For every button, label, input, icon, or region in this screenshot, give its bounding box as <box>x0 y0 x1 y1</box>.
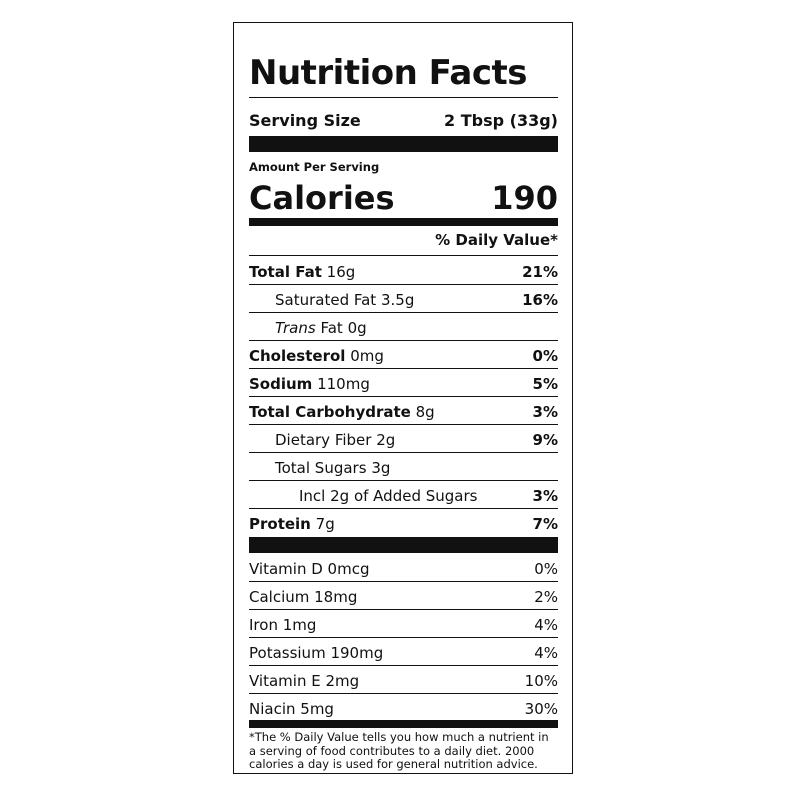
vitamin-row-vitamin-e: Vitamin E 2mg 10% <box>249 671 558 691</box>
divider <box>249 424 558 425</box>
vitamin-label: Calcium 18mg <box>249 588 358 606</box>
nutrient-dv: 21% <box>522 263 558 281</box>
vitamin-dv: 4% <box>534 644 558 662</box>
nutrition-label: Nutrition Facts Serving Size 2 Tbsp (33g… <box>233 22 573 774</box>
vitamin-label: Potassium 190mg <box>249 644 384 662</box>
vitamin-dv: 0% <box>534 560 558 578</box>
divider <box>249 312 558 313</box>
nutrient-name: Dietary Fiber <box>275 431 372 449</box>
vitamin-dv: 10% <box>524 672 558 690</box>
vitamin-dv: 30% <box>524 700 558 718</box>
label-content: Nutrition Facts Serving Size 2 Tbsp (33g… <box>249 23 558 773</box>
footnote: *The % Daily Value tells you how much a … <box>249 730 549 771</box>
nutrient-row-trans-fat: Trans Fat 0g <box>249 318 558 338</box>
divider <box>249 452 558 453</box>
vitamin-row-niacin: Niacin 5mg 30% <box>249 699 558 719</box>
vitamin-row-iron: Iron 1mg 4% <box>249 615 558 635</box>
nutrient-dv: 0% <box>532 347 558 365</box>
nutrient-amount: 3.5g <box>380 291 415 309</box>
nutrient-name: Sodium <box>249 375 313 393</box>
nutrient-name: Cholesterol <box>249 347 346 365</box>
nutrient-row-sodium: Sodium 110mg 5% <box>249 374 558 394</box>
vitamin-label: Vitamin D 0mcg <box>249 560 370 578</box>
divider <box>249 284 558 285</box>
nutrient-name: Fat <box>320 319 343 337</box>
medium-divider <box>249 720 558 728</box>
vitamin-label: Vitamin E 2mg <box>249 672 360 690</box>
nutrient-dv: 16% <box>522 291 558 309</box>
vitamin-dv: 2% <box>534 588 558 606</box>
nutrient-row-cholesterol: Cholesterol 0mg 0% <box>249 346 558 366</box>
nutrient-amount: 7g <box>315 515 335 533</box>
divider <box>249 665 558 666</box>
divider <box>249 637 558 638</box>
vitamin-label: Niacin 5mg <box>249 700 334 718</box>
nutrient-amount: 16g <box>326 263 356 281</box>
nutrient-name: Saturated Fat <box>275 291 377 309</box>
vitamin-label: Iron 1mg <box>249 616 317 634</box>
nutrient-row-dietary-fiber: Dietary Fiber 2g 9% <box>249 430 558 450</box>
nutrient-row-total-carbohydrate: Total Carbohydrate 8g 3% <box>249 402 558 422</box>
nutrient-row-protein: Protein 7g 7% <box>249 514 558 534</box>
divider <box>249 255 558 256</box>
divider <box>249 508 558 509</box>
nutrient-amount: 0mg <box>350 347 384 365</box>
nutrient-row-saturated-fat: Saturated Fat 3.5g 16% <box>249 290 558 310</box>
nutrient-amount: 8g <box>415 403 435 421</box>
nutrient-dv: 7% <box>532 515 558 533</box>
calories-label: Calories <box>249 179 395 217</box>
nutrient-row-added-sugars: Incl 2g of Added Sugars 3% <box>249 486 558 506</box>
thick-divider <box>249 537 558 553</box>
calories-row: Calories 190 <box>249 178 558 218</box>
nutrient-name: Total Sugars <box>275 459 367 477</box>
vitamin-row-calcium: Calcium 18mg 2% <box>249 587 558 607</box>
nutrient-dv: 3% <box>532 487 558 505</box>
nutrient-name-italic: Trans <box>275 319 316 337</box>
calories-value: 190 <box>491 179 558 217</box>
divider <box>249 368 558 369</box>
nutrient-dv: 3% <box>532 403 558 421</box>
divider <box>249 693 558 694</box>
vitamin-dv: 4% <box>534 616 558 634</box>
divider <box>249 396 558 397</box>
nutrient-row-total-fat: Total Fat 16g 21% <box>249 262 558 282</box>
vitamin-row-vitamin-d: Vitamin D 0mcg 0% <box>249 559 558 579</box>
nutrient-amount: 2g <box>376 431 396 449</box>
vitamin-row-potassium: Potassium 190mg 4% <box>249 643 558 663</box>
nutrient-name: Protein <box>249 515 311 533</box>
divider <box>249 480 558 481</box>
amount-per-serving: Amount Per Serving <box>249 160 380 174</box>
divider <box>249 340 558 341</box>
serving-size-row: Serving Size 2 Tbsp (33g) <box>249 111 558 131</box>
nutrient-name: Total Fat <box>249 263 322 281</box>
serving-size-label: Serving Size <box>249 111 361 130</box>
nutrient-row-total-sugars: Total Sugars 3g <box>249 458 558 478</box>
nutrient-name: Incl 2g of Added Sugars <box>299 487 478 505</box>
serving-size-value: 2 Tbsp (33g) <box>444 111 558 130</box>
label-title: Nutrition Facts <box>249 53 527 93</box>
nutrient-dv: 9% <box>532 431 558 449</box>
nutrient-amount: 110mg <box>317 375 370 393</box>
medium-divider <box>249 218 558 226</box>
divider <box>249 581 558 582</box>
divider <box>249 609 558 610</box>
divider <box>249 97 558 98</box>
daily-value-header: % Daily Value* <box>435 231 558 249</box>
thick-divider <box>249 136 558 152</box>
nutrient-dv: 5% <box>532 375 558 393</box>
nutrient-name: Total Carbohydrate <box>249 403 411 421</box>
nutrient-amount: 3g <box>371 459 391 477</box>
nutrient-amount: 0g <box>347 319 367 337</box>
